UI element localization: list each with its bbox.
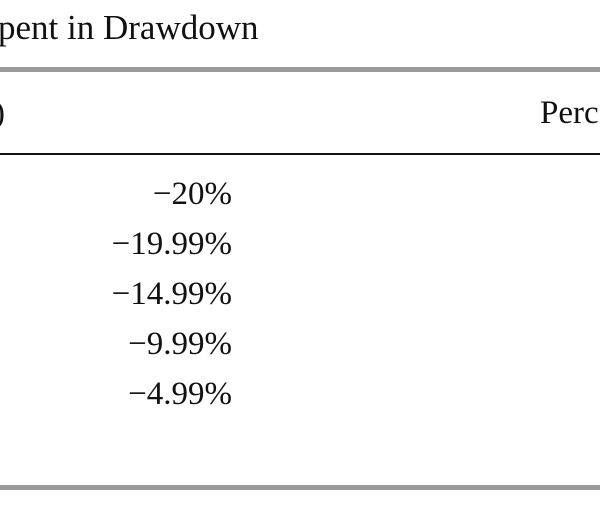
table-title: pent in Drawdown [0,8,259,47]
header-cell: Perc [540,95,599,131]
cell: −19.99% [111,226,232,262]
header-rule [0,153,600,155]
top-rule [0,67,600,72]
bottom-rule [0,485,600,490]
cell: −14.99% [111,276,232,312]
cell: −4.99% [128,376,232,412]
header-cell: ) [0,95,5,132]
cell: −20% [152,176,232,212]
cell: −9.99% [128,326,232,362]
